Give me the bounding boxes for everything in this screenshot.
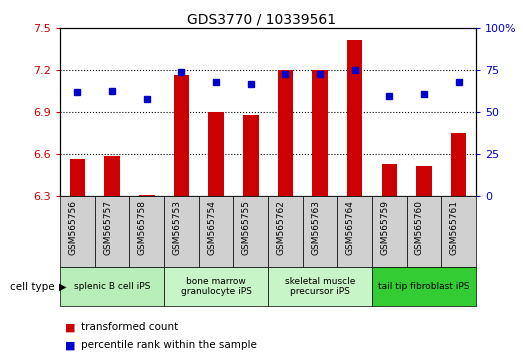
Bar	[312, 70, 328, 196]
Text: tail tip fibroblast iPS: tail tip fibroblast iPS	[378, 282, 470, 291]
Bar	[60, 267, 164, 306]
Bar	[372, 267, 476, 306]
Bar	[129, 196, 164, 267]
Text: ▶: ▶	[59, 282, 66, 292]
Text: GSM565758: GSM565758	[138, 200, 147, 255]
Text: percentile rank within the sample: percentile rank within the sample	[81, 340, 257, 350]
Bar	[139, 195, 155, 196]
Text: GSM565762: GSM565762	[276, 200, 286, 255]
Text: transformed count: transformed count	[81, 322, 178, 332]
Bar	[268, 196, 303, 267]
Bar	[164, 267, 268, 306]
Text: ■: ■	[65, 340, 76, 350]
Bar	[60, 196, 95, 267]
Bar	[381, 164, 397, 196]
Bar	[303, 196, 337, 267]
Text: GSM565761: GSM565761	[450, 200, 459, 255]
Bar	[104, 156, 120, 196]
Text: cell type: cell type	[9, 282, 58, 292]
Text: GSM565759: GSM565759	[380, 200, 389, 255]
Bar	[278, 70, 293, 196]
Text: GSM565764: GSM565764	[346, 200, 355, 255]
Text: GSM565756: GSM565756	[69, 200, 77, 255]
Bar	[337, 196, 372, 267]
Bar	[347, 40, 362, 196]
Bar	[441, 196, 476, 267]
Text: GSM565763: GSM565763	[311, 200, 320, 255]
Text: splenic B cell iPS: splenic B cell iPS	[74, 282, 150, 291]
Bar	[372, 196, 407, 267]
Text: GSM565760: GSM565760	[415, 200, 424, 255]
Bar	[95, 196, 129, 267]
Text: GSM565754: GSM565754	[207, 200, 216, 255]
Text: ■: ■	[65, 322, 76, 332]
Text: bone marrow
granulocyte iPS: bone marrow granulocyte iPS	[180, 277, 252, 296]
Bar	[243, 115, 258, 196]
Bar	[407, 196, 441, 267]
Bar	[70, 159, 85, 196]
Text: GSM565755: GSM565755	[242, 200, 251, 255]
Bar	[451, 133, 467, 196]
Bar	[268, 267, 372, 306]
Text: GSM565757: GSM565757	[103, 200, 112, 255]
Text: GDS3770 / 10339561: GDS3770 / 10339561	[187, 12, 336, 27]
Bar	[164, 196, 199, 267]
Bar	[199, 196, 233, 267]
Bar	[233, 196, 268, 267]
Bar	[174, 75, 189, 196]
Bar	[416, 166, 432, 196]
Text: GSM565753: GSM565753	[173, 200, 181, 255]
Bar	[208, 112, 224, 196]
Text: skeletal muscle
precursor iPS: skeletal muscle precursor iPS	[285, 277, 355, 296]
